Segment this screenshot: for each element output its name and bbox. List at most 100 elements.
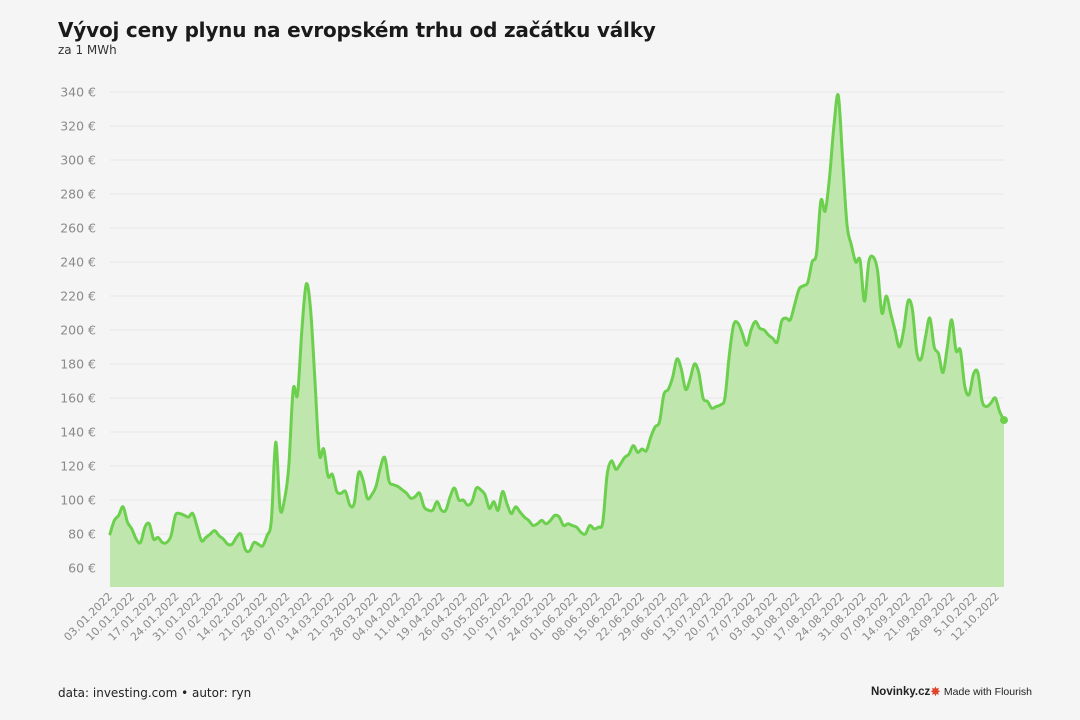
data-point[interactable]	[655, 418, 663, 426]
data-point[interactable]	[320, 445, 328, 453]
data-point[interactable]	[686, 375, 694, 383]
data-point[interactable]	[935, 350, 943, 358]
data-point[interactable]	[887, 309, 895, 317]
data-point[interactable]	[682, 386, 690, 394]
data-point[interactable]	[490, 498, 498, 506]
data-point[interactable]	[485, 505, 493, 513]
data-point[interactable]	[690, 360, 698, 368]
data-point[interactable]	[629, 442, 637, 450]
data-point[interactable]	[808, 258, 816, 266]
data-point[interactable]	[359, 476, 367, 484]
data-point[interactable]	[717, 401, 725, 409]
data-point[interactable]	[677, 365, 685, 373]
data-point[interactable]	[276, 505, 284, 513]
data-point[interactable]	[804, 278, 812, 286]
data-point[interactable]	[895, 343, 903, 351]
made-with-flourish-link[interactable]: ✸ Made with Flourish	[930, 685, 1032, 698]
data-point[interactable]	[237, 530, 245, 538]
data-point[interactable]	[481, 491, 489, 499]
data-point[interactable]	[350, 499, 358, 507]
data-point[interactable]	[673, 355, 681, 363]
data-point[interactable]	[285, 462, 293, 470]
data-point[interactable]	[259, 542, 267, 550]
data-point[interactable]	[451, 484, 459, 492]
data-point[interactable]	[664, 386, 672, 394]
data-point[interactable]	[341, 488, 349, 496]
data-point[interactable]	[123, 518, 131, 526]
data-point[interactable]	[446, 493, 454, 501]
data-point[interactable]	[106, 530, 114, 538]
data-point[interactable]	[307, 306, 315, 314]
data-point[interactable]	[882, 292, 890, 300]
data-point[interactable]	[961, 382, 969, 390]
data-point[interactable]	[294, 391, 302, 399]
last-data-point[interactable]	[1000, 416, 1008, 425]
data-point[interactable]	[442, 506, 450, 514]
data-point[interactable]	[830, 122, 838, 130]
data-point[interactable]	[608, 457, 616, 465]
data-point[interactable]	[743, 341, 751, 349]
data-point[interactable]	[913, 348, 921, 356]
data-point[interactable]	[956, 346, 964, 354]
data-point[interactable]	[555, 513, 563, 521]
data-point[interactable]	[468, 498, 476, 506]
data-point[interactable]	[498, 488, 506, 496]
data-point[interactable]	[311, 377, 319, 385]
data-point[interactable]	[647, 433, 655, 441]
data-point[interactable]	[267, 516, 275, 524]
data-point[interactable]	[948, 316, 956, 324]
data-point[interactable]	[812, 250, 820, 258]
data-point[interactable]	[843, 221, 851, 229]
data-point[interactable]	[703, 397, 711, 405]
data-point[interactable]	[817, 197, 825, 205]
data-point[interactable]	[751, 318, 759, 326]
data-point[interactable]	[834, 91, 842, 99]
data-point[interactable]	[246, 547, 254, 555]
data-point[interactable]	[280, 496, 288, 504]
data-point[interactable]	[695, 369, 703, 377]
data-point[interactable]	[263, 532, 271, 540]
data-point[interactable]	[839, 156, 847, 164]
data-point[interactable]	[773, 338, 781, 346]
data-point[interactable]	[974, 369, 982, 377]
data-point[interactable]	[503, 499, 511, 507]
data-point[interactable]	[747, 326, 755, 334]
data-point[interactable]	[163, 539, 171, 547]
data-point[interactable]	[965, 391, 973, 399]
data-point[interactable]	[874, 267, 882, 275]
data-point[interactable]	[298, 326, 306, 334]
data-point[interactable]	[328, 471, 336, 479]
data-point[interactable]	[904, 297, 912, 305]
data-point[interactable]	[376, 464, 384, 472]
data-point[interactable]	[603, 471, 611, 479]
data-point[interactable]	[507, 510, 515, 518]
data-point[interactable]	[847, 241, 855, 249]
data-point[interactable]	[128, 525, 136, 533]
data-point[interactable]	[908, 306, 916, 314]
data-point[interactable]	[433, 498, 441, 506]
data-point[interactable]	[869, 253, 877, 261]
data-point[interactable]	[860, 297, 868, 305]
data-point[interactable]	[145, 520, 153, 528]
data-point[interactable]	[599, 518, 607, 526]
data-point[interactable]	[115, 511, 123, 519]
data-point[interactable]	[821, 207, 829, 215]
data-point[interactable]	[721, 394, 729, 402]
data-point[interactable]	[943, 343, 951, 351]
data-point[interactable]	[791, 301, 799, 309]
data-point[interactable]	[917, 355, 925, 363]
data-point[interactable]	[355, 469, 363, 477]
data-point[interactable]	[381, 454, 389, 462]
data-point[interactable]	[786, 316, 794, 324]
data-point[interactable]	[738, 329, 746, 337]
data-point[interactable]	[991, 394, 999, 402]
data-point[interactable]	[856, 256, 864, 264]
data-point[interactable]	[826, 173, 834, 181]
data-point[interactable]	[494, 506, 502, 514]
data-point[interactable]	[625, 450, 633, 458]
data-point[interactable]	[193, 523, 201, 531]
data-point[interactable]	[939, 369, 947, 377]
data-point[interactable]	[926, 314, 934, 322]
brand-logo[interactable]: Novinky.cz	[871, 686, 931, 698]
data-point[interactable]	[302, 280, 310, 288]
